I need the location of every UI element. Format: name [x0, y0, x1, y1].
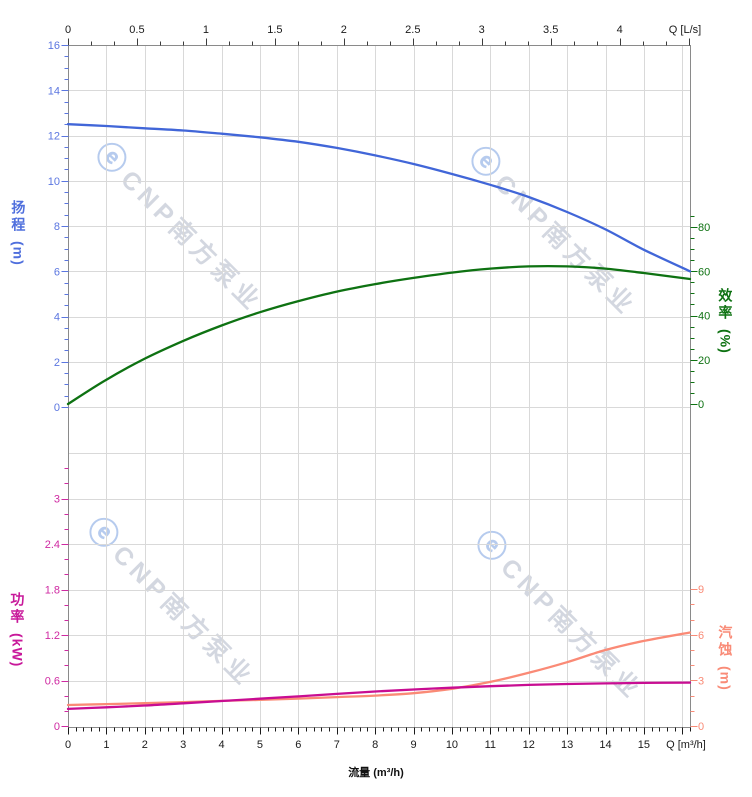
power-axis-tick-label: 1.8	[45, 585, 60, 597]
bottom-axis-tick-label: 12	[523, 739, 535, 751]
npsh-axis-tick-label: 3	[698, 675, 704, 687]
head-axis-tick-label: 8	[54, 221, 60, 233]
efficiency-axis-labels: 0 20 40 60 80	[698, 222, 710, 411]
bottom-axis-unit-label: Q [m³/h]	[666, 739, 706, 751]
npsh-axis-tick-label: 6	[698, 630, 704, 642]
plot-border	[68, 45, 691, 728]
bottom-axis-tick-label: 5	[257, 739, 263, 751]
power-axis-labels: 0 0.6 1.2 1.8 2.4 3	[45, 494, 60, 733]
efficiency-axis-tick-label: 80	[698, 222, 710, 234]
head-axis-tick-label: 14	[48, 85, 60, 97]
head-axis-tick-label: 0	[54, 402, 60, 414]
head-axis-labels: 0 2 4 6 8 10 12 14 16	[48, 40, 60, 414]
power-axis-ticks	[61, 468, 69, 727]
head-axis-title: 扬程 (m)	[10, 200, 27, 266]
power-axis-tick-label: 1.2	[45, 630, 60, 642]
bottom-axis-tick-label: 13	[561, 739, 573, 751]
head-axis-tick-label: 12	[48, 131, 60, 143]
npsh-axis-unit: (m)	[717, 666, 734, 691]
bottom-axis-tick-label: 10	[446, 739, 458, 751]
head-axis-tick-label: 4	[54, 312, 60, 324]
top-axis-tick-label: 1	[203, 24, 209, 36]
power-axis-tick-label: 3	[54, 494, 60, 506]
bottom-axis-tick-label: 11	[485, 739, 496, 751]
efficiency-axis-tick-label: 40	[698, 311, 710, 323]
npsh-axis-ticks	[690, 589, 698, 727]
bottom-axis-tick-label: 9	[410, 739, 416, 751]
power-axis-tick-label: 0.6	[45, 676, 60, 688]
npsh-axis-title-text: 汽蚀	[717, 625, 734, 659]
bottom-axis-tick-label: 4	[219, 739, 225, 751]
top-axis-tick-label: 3.5	[543, 24, 558, 36]
power-axis-unit: (kW)	[9, 633, 26, 668]
efficiency-axis-tick-label: 60	[698, 266, 710, 278]
top-axis-tick-label: 3	[479, 24, 485, 36]
head-axis-title-text: 扬程	[10, 200, 27, 234]
bottom-axis-tick-label: 1	[103, 739, 109, 751]
power-axis-tick-label: 0	[54, 721, 60, 733]
efficiency-axis-title: 效率 (%)	[717, 288, 734, 354]
npsh-axis-title: 汽蚀 (m)	[717, 625, 734, 691]
top-axis-tick-label: 2.5	[405, 24, 420, 36]
bottom-axis-tick-label: 0	[65, 739, 71, 751]
head-curve	[66, 123, 692, 273]
head-axis-tick-label: 10	[48, 176, 60, 188]
bottom-axis-tick-label: 6	[295, 739, 301, 751]
bottom-axis-tick-label: 8	[372, 739, 378, 751]
flow-axis-title: 流量 (m³/h)	[348, 765, 404, 779]
top-axis-tick-label: 2	[341, 24, 347, 36]
top-axis-labels: 0 0.5 1 1.5 2 2.5 3 3.5 4 Q [L/s]	[65, 24, 701, 36]
bottom-axis-tick-label: 14	[599, 739, 611, 751]
head-axis-ticks	[61, 45, 69, 408]
efficiency-axis-tick-label: 0	[698, 399, 704, 411]
power-axis-title: 功率 (kW)	[9, 592, 26, 668]
gridlines	[68, 45, 691, 728]
head-axis-unit: (m)	[10, 241, 27, 266]
efficiency-axis-ticks	[690, 216, 698, 405]
top-axis-tick-label: 1.5	[267, 24, 282, 36]
npsh-axis-tick-label: 0	[698, 721, 704, 733]
bottom-axis-tick-label: 3	[180, 739, 186, 751]
efficiency-axis-unit: (%)	[717, 329, 734, 354]
efficiency-curve	[66, 264, 692, 406]
top-axis-unit-label: Q [L/s]	[669, 24, 701, 36]
power-axis-title-text: 功率	[9, 592, 26, 626]
npsh-curve	[66, 631, 692, 707]
bottom-axis-labels: 0 1 2 3 4 5 6 7 8 9 10 11 12 13 14 15 Q [m³/h]流量 (m³/h)	[65, 739, 706, 779]
top-axis-tick-label: 0	[65, 24, 71, 36]
bottom-axis-tick-label: 2	[142, 739, 148, 751]
efficiency-axis-tick-label: 20	[698, 355, 710, 367]
head-axis-tick-label: 16	[48, 40, 60, 52]
bottom-axis-tick-label: 7	[334, 739, 340, 751]
top-axis-tick-label: 0.5	[129, 24, 144, 36]
top-axis-lps	[68, 38, 690, 46]
power-axis-tick-label: 2.4	[45, 539, 60, 551]
power-curve	[66, 681, 692, 711]
top-axis-tick-label: 4	[617, 24, 623, 36]
npsh-axis-labels: 0 3 6 9	[698, 584, 704, 733]
bottom-axis-tick-label: 15	[638, 739, 650, 751]
head-axis-tick-label: 6	[54, 266, 60, 278]
npsh-axis-tick-label: 9	[698, 584, 704, 596]
head-axis-tick-label: 2	[54, 357, 60, 369]
bottom-axis-m3h	[68, 727, 691, 735]
efficiency-axis-title-text: 效率	[717, 288, 734, 322]
